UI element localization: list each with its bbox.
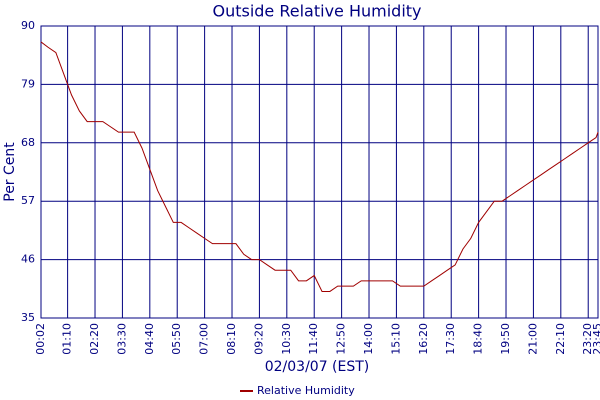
x-tick-label: 05:50 [170, 323, 183, 355]
x-tick-label: 22:10 [554, 323, 567, 355]
x-axis-label: 02/03/07 (EST) [265, 359, 370, 375]
x-tick-label: 16:20 [417, 323, 430, 355]
y-tick-label: 46 [21, 253, 35, 266]
x-tick-label: 23:20 [581, 323, 594, 355]
x-tick-label: 11:40 [307, 323, 320, 355]
data-line [40, 41, 599, 292]
y-tick-label: 90 [21, 19, 35, 32]
x-tick-label: 03:30 [115, 323, 128, 355]
x-tick-label: 02:20 [88, 323, 101, 355]
x-tick-label: 08:10 [225, 323, 238, 355]
y-tick-label: 68 [21, 136, 35, 149]
x-tick-label: 19:50 [499, 323, 512, 355]
x-tick-label: 15:10 [389, 323, 402, 355]
x-tick-label: 09:20 [252, 323, 265, 355]
x-tick-label: 21:00 [526, 323, 539, 355]
y-tick-label: 79 [21, 77, 35, 90]
x-tick-label: 12:50 [335, 323, 348, 355]
plot-frame [40, 25, 599, 319]
legend-label: Relative Humidity [257, 384, 355, 397]
x-tick-label: 17:30 [444, 323, 457, 355]
x-tick-label: 04:40 [143, 323, 156, 355]
x-tick-label: 01:10 [61, 323, 74, 355]
y-axis-label: Per Cent [2, 142, 18, 202]
x-tick-label: 07:00 [198, 323, 211, 355]
chart-title: Outside Relative Humidity [212, 2, 421, 21]
x-tick-label: 10:30 [280, 323, 293, 355]
y-tick-label: 35 [21, 311, 35, 324]
x-tick-label: 18:40 [472, 323, 485, 355]
x-tick-label: 00:02 [34, 323, 47, 355]
x-tick-label: 14:00 [362, 323, 375, 355]
x-tick-label: 23:45 [591, 323, 600, 355]
y-tick-label: 57 [21, 194, 35, 207]
